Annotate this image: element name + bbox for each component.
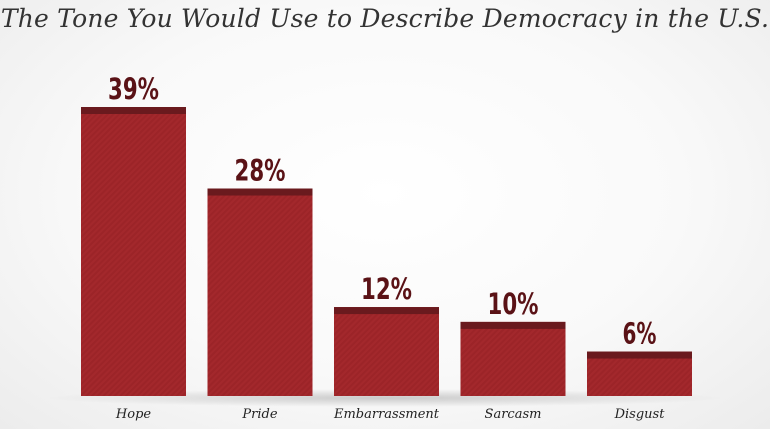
- value-label: 12%: [361, 272, 412, 306]
- bar-cap-sarcasm: [460, 321, 566, 329]
- bar-sarcasm: [460, 321, 566, 396]
- value-label: 39%: [108, 72, 159, 106]
- bar-cap-disgust: [587, 351, 692, 359]
- bar-cap-embarrassment: [334, 307, 439, 315]
- chart-title: The Tone You Would Use to Describe Democ…: [0, 4, 770, 33]
- value-label: 10%: [488, 287, 539, 321]
- category-label: Disgust: [614, 407, 666, 422]
- value-label: 6%: [623, 317, 657, 351]
- bar-hope: [81, 107, 186, 396]
- bar-embarrassment: [334, 307, 439, 396]
- bar-cap-pride: [207, 188, 313, 196]
- category-label: Hope: [115, 407, 151, 422]
- category-label: Pride: [241, 407, 277, 422]
- category-label: Embarrassment: [333, 407, 440, 422]
- bar-pride: [207, 188, 313, 396]
- bar-disgust: [587, 351, 692, 396]
- bar-cap-hope: [81, 107, 186, 114]
- value-label: 28%: [235, 154, 286, 188]
- category-label: Sarcasm: [485, 407, 542, 422]
